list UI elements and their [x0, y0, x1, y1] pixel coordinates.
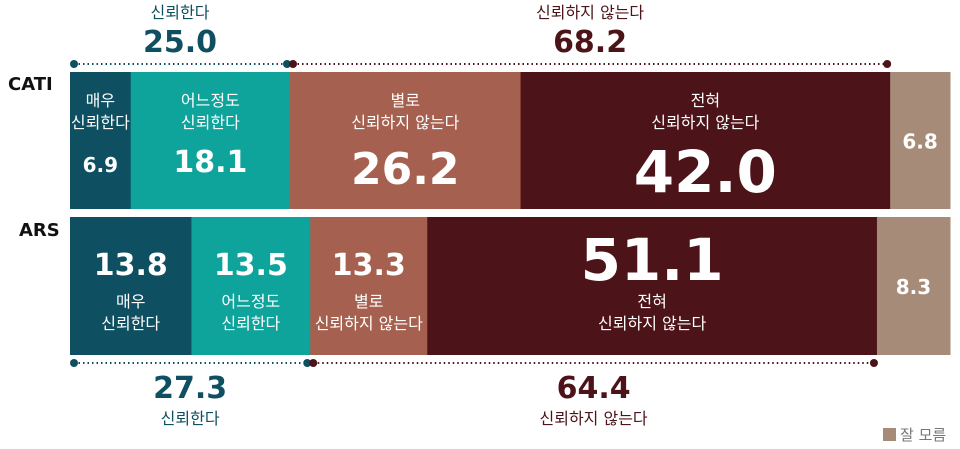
value-label-cati-2: 18.1: [173, 145, 247, 180]
bar-ars-seg-5: [876, 217, 951, 355]
segment-label-ars-4: 신뢰하지 않는다: [598, 314, 706, 333]
value-label-ars-2: 13.5: [214, 248, 288, 283]
value-label-cati-3: 26.2: [351, 144, 460, 195]
segment-label-ars-3: 신뢰하지 않는다: [315, 314, 423, 333]
bar-cati-seg-1: [70, 72, 132, 209]
bracket-dot-cati-distrust-start: [289, 60, 297, 68]
group-label-ars-distrust: 신뢰하지 않는다: [540, 409, 648, 428]
group-total-cati-distrust: 68.2: [553, 25, 627, 60]
segment-label-ars-1: 매우: [116, 292, 145, 311]
bracket-dot-ars-trust-start: [70, 359, 78, 367]
value-label-cati-5: 6.8: [902, 130, 937, 154]
bar-ars-seg-3: [310, 217, 428, 355]
bar-ars-seg-2: [191, 217, 311, 355]
bar-cati-seg-3: [290, 72, 522, 209]
group-label-ars-trust: 신뢰한다: [161, 409, 220, 428]
legend-swatch: [883, 428, 896, 441]
bracket-dot-ars-distrust-end: [869, 359, 878, 367]
segment-label-cati-2: 어느정도: [181, 91, 240, 110]
segment-label-cati-2: 신뢰한다: [181, 113, 240, 132]
category-label-cati: CATI: [8, 74, 53, 95]
value-label-cati-4: 42.0: [634, 138, 777, 206]
segment-label-cati-1: 매우: [86, 91, 115, 110]
segment-label-cati-3: 신뢰하지 않는다: [351, 113, 459, 132]
bar-ars-seg-4: [427, 217, 878, 355]
segment-label-ars-2: 신뢰한다: [221, 314, 280, 333]
bracket-dot-cati-distrust-end: [883, 60, 892, 68]
category-label-ars: ARS: [19, 220, 60, 241]
legend-label: 잘 모름: [900, 426, 946, 444]
bar-cati-seg-2: [130, 72, 291, 209]
bracket-dot-ars-distrust-start: [309, 359, 318, 367]
bracket-dot-cati-trust-start: [70, 60, 78, 68]
value-label-ars-1: 13.8: [94, 248, 168, 283]
bar-cati-seg-5: [890, 72, 951, 209]
group-label-cati-trust: 신뢰한다: [151, 3, 210, 22]
segment-label-cati-1: 신뢰한다: [71, 113, 130, 132]
segment-label-ars-1: 신뢰한다: [101, 314, 160, 333]
group-total-ars-trust: 27.3: [153, 371, 227, 406]
value-label-ars-4: 51.1: [581, 226, 724, 294]
segment-label-ars-4: 전혀: [637, 292, 666, 311]
segment-label-cati-4: 신뢰하지 않는다: [651, 113, 759, 132]
bar-cati-seg-4: [520, 72, 891, 209]
value-label-cati-1: 6.9: [83, 153, 118, 177]
segment-label-cati-3: 별로: [391, 91, 420, 110]
group-total-cati-trust: 25.0: [143, 25, 217, 60]
segment-label-cati-4: 전혀: [691, 91, 720, 110]
value-label-ars-5: 8.3: [896, 275, 931, 299]
bar-ars-seg-1: [70, 217, 192, 355]
group-label-cati-distrust: 신뢰하지 않는다: [536, 3, 644, 22]
segment-label-ars-2: 어느정도: [221, 292, 280, 311]
bracket-dot-ars-trust-end: [303, 359, 312, 367]
bracket-dot-cati-trust-end: [283, 60, 291, 68]
segment-label-ars-3: 별로: [354, 292, 383, 311]
value-label-ars-3: 13.3: [332, 248, 406, 283]
group-total-ars-distrust: 64.4: [557, 371, 631, 406]
